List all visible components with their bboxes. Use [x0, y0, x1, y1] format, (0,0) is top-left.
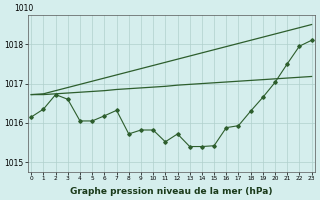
- Text: 1010: 1010: [15, 4, 34, 13]
- X-axis label: Graphe pression niveau de la mer (hPa): Graphe pression niveau de la mer (hPa): [70, 187, 273, 196]
